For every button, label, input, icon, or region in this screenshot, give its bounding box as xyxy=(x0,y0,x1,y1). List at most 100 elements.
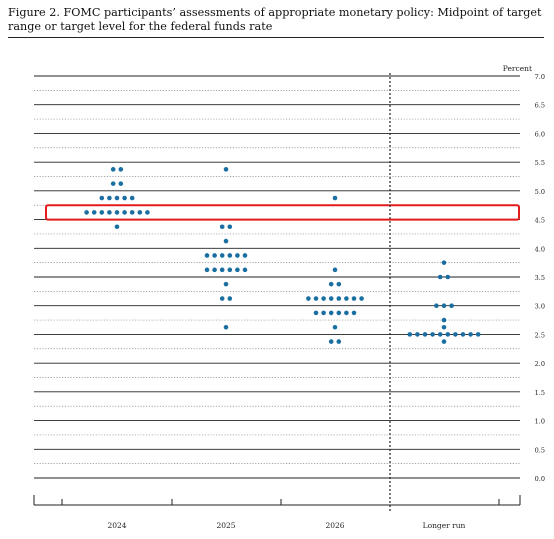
dot-marker xyxy=(91,210,97,215)
dot-marker xyxy=(344,296,349,301)
y-tick-label: 2.0 xyxy=(535,360,545,368)
dot-marker xyxy=(344,310,349,316)
y-tick-label: 4.0 xyxy=(535,245,545,253)
dot-marker xyxy=(430,332,435,337)
dot-marker xyxy=(99,210,105,215)
x-category-label: 2025 xyxy=(216,521,235,530)
dot-marker xyxy=(468,332,473,337)
dot-marker xyxy=(204,253,210,258)
dot-marker xyxy=(212,253,217,258)
y-tick-label: 1.5 xyxy=(535,389,545,397)
dot-marker xyxy=(460,332,466,337)
dot-marker xyxy=(114,224,120,230)
x-category-label: Longer run xyxy=(423,521,466,530)
dot-marker xyxy=(332,195,338,201)
dot-marker xyxy=(306,296,311,301)
dot-marker xyxy=(351,310,357,316)
dot-marker xyxy=(441,339,447,344)
y-tick-label: 7.0 xyxy=(535,73,545,81)
dot-marker xyxy=(219,253,225,258)
dot-marker xyxy=(223,281,229,287)
dot-marker xyxy=(332,267,338,273)
dot-marker xyxy=(212,267,217,273)
y-tick-label: 3.0 xyxy=(535,303,545,311)
dot-marker xyxy=(242,253,248,258)
dot-marker xyxy=(227,296,233,301)
dot-marker xyxy=(313,310,319,316)
dot-marker xyxy=(223,324,229,330)
dot-marker xyxy=(313,296,319,301)
dot-marker xyxy=(223,167,229,172)
dot-marker xyxy=(422,332,428,337)
figure-title: Figure 2. FOMC participants’ assessments… xyxy=(8,6,542,33)
dot-marker xyxy=(328,310,334,316)
dot-marker xyxy=(114,210,120,215)
dot-marker xyxy=(129,210,135,215)
dot-marker xyxy=(219,224,225,230)
dot-marker xyxy=(407,332,413,337)
y-tick-label: 5.0 xyxy=(535,188,545,196)
dot-marker xyxy=(351,296,357,301)
dot-marker xyxy=(110,167,116,172)
dot-marker xyxy=(219,296,225,301)
dot-marker xyxy=(227,267,233,273)
y-tick-label: 6.0 xyxy=(535,130,545,138)
dot-marker xyxy=(114,195,120,201)
dot-marker xyxy=(118,181,124,186)
dot-marker xyxy=(441,324,447,330)
y-tick-label: 3.5 xyxy=(535,274,545,282)
dot-marker xyxy=(441,303,447,309)
highlight-range-box xyxy=(45,204,520,221)
dot-marker xyxy=(110,181,116,186)
dot-marker xyxy=(227,253,233,258)
y-tick-label: 4.5 xyxy=(535,217,545,225)
dot-marker xyxy=(434,303,439,309)
dot-marker xyxy=(441,317,447,323)
dot-marker xyxy=(437,274,443,280)
dot-marker xyxy=(84,210,89,215)
dot-marker xyxy=(242,267,248,273)
dot-marker xyxy=(235,267,240,273)
y-tick-label: 6.5 xyxy=(535,102,545,110)
dot-marker xyxy=(145,210,150,215)
dot-marker xyxy=(449,303,454,309)
dot-marker xyxy=(445,274,451,280)
dot-marker xyxy=(415,332,420,337)
dot-marker xyxy=(336,310,342,316)
dot-marker xyxy=(336,339,342,344)
dot-marker xyxy=(328,281,334,287)
dot-marker xyxy=(122,210,127,215)
dot-marker xyxy=(328,339,334,344)
dot-marker xyxy=(332,324,338,330)
dot-marker xyxy=(321,296,326,301)
dot-marker xyxy=(107,195,112,201)
dot-marker xyxy=(227,224,233,230)
dot-marker xyxy=(475,332,481,337)
dot-marker xyxy=(204,267,210,273)
dot-marker xyxy=(336,281,342,287)
x-category-label: 2024 xyxy=(107,521,126,530)
dot-marker xyxy=(129,195,135,201)
y-tick-label: 0.5 xyxy=(535,446,545,454)
dot-marker xyxy=(235,253,240,258)
x-category-label: 2026 xyxy=(325,521,344,530)
dot-marker xyxy=(122,195,127,201)
dot-marker xyxy=(137,210,143,215)
dot-marker xyxy=(445,332,451,337)
dot-marker xyxy=(99,195,105,201)
y-tick-label: 2.5 xyxy=(535,331,545,339)
dot-marker xyxy=(328,296,334,301)
dot-marker xyxy=(118,167,124,172)
dot-marker xyxy=(441,260,447,265)
dot-marker xyxy=(359,296,364,301)
dot-marker xyxy=(336,296,342,301)
dot-marker xyxy=(321,310,326,316)
dot-marker xyxy=(107,210,112,215)
y-tick-label: 0.0 xyxy=(535,475,545,483)
dot-marker xyxy=(223,238,229,244)
dot-marker xyxy=(219,267,225,273)
dot-marker xyxy=(437,332,443,337)
y-axis-title: Percent xyxy=(503,64,532,73)
title-divider xyxy=(8,37,544,38)
